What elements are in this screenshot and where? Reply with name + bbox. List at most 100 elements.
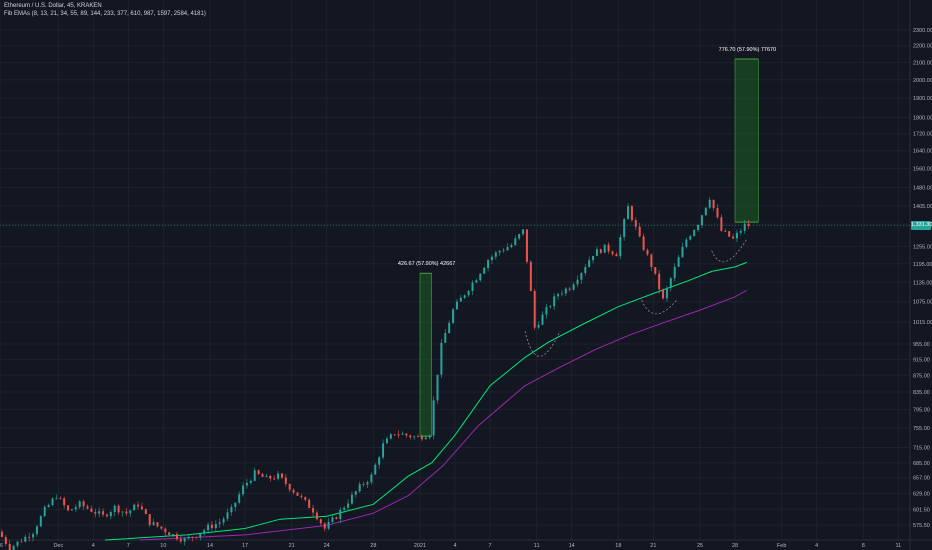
candle-body — [401, 433, 404, 435]
y-tick-label: 1480.00 — [913, 185, 932, 191]
candle-body — [55, 498, 58, 500]
candle-body — [502, 250, 505, 252]
x-tick-label: 21 — [650, 543, 656, 549]
cup-curve — [641, 299, 677, 315]
x-tick-label: 2021 — [414, 543, 426, 549]
y-tick-label: 915.00 — [913, 357, 930, 363]
candle-body — [207, 524, 210, 531]
candle-body — [720, 217, 723, 232]
x-tick-label: 7 — [488, 543, 491, 549]
candle-body — [102, 511, 105, 515]
candle-body — [335, 517, 338, 519]
candle-body — [222, 518, 225, 523]
candle-body — [409, 435, 412, 438]
candle-body — [24, 536, 27, 542]
candle-body — [35, 526, 38, 535]
x-tick-label: 25 — [697, 543, 703, 549]
candle-body — [16, 541, 19, 546]
candle-body — [393, 434, 396, 436]
y-tick-label: 1800.00 — [913, 115, 932, 121]
candle-body — [533, 290, 536, 328]
candle-body — [265, 475, 268, 477]
candle-body — [739, 230, 742, 233]
candle-body — [339, 509, 342, 519]
candle-body — [137, 504, 140, 507]
candle-body — [86, 506, 89, 509]
candle-body — [28, 536, 31, 538]
candle-body — [67, 505, 70, 511]
candle-body — [78, 501, 81, 508]
candle-body — [117, 505, 120, 513]
candle-body — [366, 482, 369, 485]
candle-body — [700, 215, 703, 226]
candle-body — [630, 206, 633, 221]
candle-body — [681, 246, 684, 258]
cup-curve — [711, 239, 747, 263]
candle-body — [452, 309, 455, 323]
candle-body — [253, 470, 256, 481]
candle-body — [179, 539, 182, 542]
measurement-box — [419, 272, 432, 437]
x-tick-label: 11 — [895, 543, 901, 549]
candle-body — [697, 225, 700, 230]
candle-body — [654, 266, 657, 274]
y-tick-label: 755.00 — [913, 426, 930, 432]
candle-body — [354, 491, 357, 495]
candle-body — [545, 307, 548, 315]
candle-body — [148, 514, 151, 526]
candle-body — [121, 511, 124, 513]
candle-body — [634, 220, 637, 227]
candle-body — [522, 229, 525, 235]
candle-body — [257, 470, 260, 475]
candle-body — [0, 531, 3, 538]
candle-body — [358, 484, 361, 492]
candle-body — [168, 532, 171, 536]
candle-body — [172, 534, 175, 536]
candle-body — [627, 206, 630, 220]
y-tick-label: 1560.00 — [913, 167, 932, 173]
candle-body — [378, 457, 381, 465]
x-tick-label: 14 — [569, 543, 575, 549]
candle-body — [20, 541, 23, 543]
candle-body — [59, 498, 62, 500]
candle-body — [428, 435, 431, 438]
y-tick-label: 629.00 — [913, 491, 930, 497]
candle-body — [144, 509, 147, 515]
y-tick-label: 1135.00 — [913, 280, 932, 286]
ema-line — [139, 289, 747, 541]
candle-body — [350, 494, 353, 504]
candle-body — [249, 480, 252, 483]
candle-body — [156, 522, 159, 527]
candle-body — [12, 545, 15, 550]
y-tick-label: 1405.00 — [913, 204, 932, 210]
candle-body — [549, 306, 552, 308]
y-tick-label: 1900.00 — [913, 96, 932, 102]
candle-body — [261, 474, 264, 477]
candle-body — [43, 507, 46, 517]
candle-body — [467, 290, 470, 296]
candle-body — [537, 324, 540, 328]
candle-body — [331, 517, 334, 522]
candle-body — [238, 494, 241, 503]
candle-body — [397, 434, 400, 436]
y-tick-label: 601.50 — [913, 507, 930, 513]
candle-body — [105, 514, 108, 517]
candle-body — [300, 495, 303, 497]
candle-body — [510, 244, 513, 248]
candle-body — [553, 296, 556, 307]
candle-body — [94, 511, 97, 514]
candle-body — [595, 249, 598, 256]
y-tick-label: 2100.00 — [913, 60, 932, 66]
candle-body — [292, 489, 295, 493]
candle-body — [152, 522, 155, 526]
candle-body — [440, 342, 443, 375]
candle-body — [382, 443, 385, 458]
candle-body — [646, 249, 649, 255]
y-tick-label: 795.00 — [913, 408, 930, 414]
candle-body — [420, 436, 423, 440]
candle-body — [669, 278, 672, 288]
x-tick-label: 4 — [815, 543, 818, 549]
candle-body — [315, 512, 318, 520]
